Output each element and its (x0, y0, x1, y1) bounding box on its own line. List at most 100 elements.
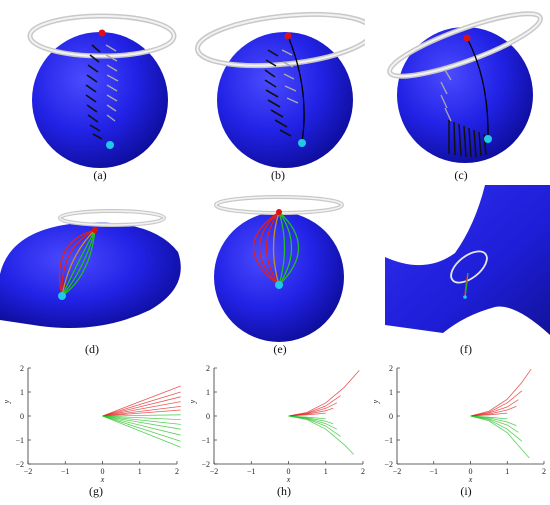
geodesic-path (287, 35, 305, 143)
series-line-green (102, 415, 181, 436)
series-line-green (470, 415, 523, 442)
y-tick-label: −1 (201, 436, 210, 445)
series-line-green (288, 415, 354, 455)
series-line-red (102, 385, 181, 417)
end-point (298, 139, 306, 147)
caption-f: (f) (460, 342, 472, 356)
y-tick-label: 2 (20, 364, 24, 373)
start-point (276, 209, 282, 215)
series-line-green (102, 415, 181, 448)
chart-h: −2 −1 0 1 2 2 1 0 −1 −2 x y (188, 364, 365, 484)
x-tick-label: 1 (505, 467, 509, 476)
series-line-red (102, 396, 181, 417)
x-tick-label: −2 (393, 467, 402, 476)
start-point (98, 29, 106, 37)
y-tick-label: 2 (389, 364, 393, 373)
series-line-red (470, 399, 519, 417)
x-tick-label: 1 (138, 467, 142, 476)
y-tick-label: −2 (15, 460, 24, 469)
sphere (214, 212, 344, 342)
panel-e-render (214, 195, 344, 342)
y-tick-label: −1 (15, 436, 24, 445)
panel-a-render (27, 13, 177, 168)
series-line-red (102, 406, 181, 417)
panel-d-render (0, 209, 181, 328)
x-tick-label: −1 (61, 467, 70, 476)
end-point (463, 295, 467, 299)
end-point (275, 281, 283, 289)
series-line-green (102, 415, 181, 420)
vector-field (85, 44, 103, 140)
x-tick-label: 2 (542, 467, 546, 476)
series-line-green (470, 415, 517, 426)
geodesic-path (466, 37, 489, 139)
x-tick-label: 0 (101, 467, 105, 476)
x-tick-label: 2 (175, 467, 179, 476)
geodesic-family (253, 211, 300, 286)
caption-e: (e) (273, 342, 287, 356)
series-line-red (470, 368, 532, 417)
sphere (397, 27, 533, 163)
end-point (58, 292, 66, 300)
caption-d: (d) (85, 342, 99, 356)
series-line-green (102, 415, 181, 425)
y-tick-label: 1 (206, 388, 210, 397)
x-tick-label: −1 (429, 467, 438, 476)
series-line-red (288, 370, 360, 417)
y-tick-label: 0 (206, 412, 210, 421)
series-line-red (288, 412, 326, 417)
y-tick-label: 1 (20, 388, 24, 397)
x-axis-label: x (286, 475, 291, 484)
y-tick-label: −1 (384, 436, 393, 445)
caption-c: (c) (454, 168, 468, 182)
sphere (32, 32, 168, 168)
y-tick-label: 1 (389, 388, 393, 397)
x-tick-label: −2 (24, 467, 33, 476)
end-point (106, 141, 114, 149)
start-point (92, 227, 98, 233)
ellipsoid (0, 222, 181, 328)
panel-b-render (194, 11, 365, 168)
y-axis-label: y (371, 399, 380, 404)
y-tick-label: 0 (389, 412, 393, 421)
series-line-green (102, 415, 181, 430)
series-line-red (102, 409, 181, 417)
start-point (284, 32, 292, 40)
y-axis-label: y (2, 399, 11, 404)
series-line-red (102, 391, 181, 417)
y-tick-label: −2 (201, 460, 210, 469)
x-tick-label: 0 (287, 467, 291, 476)
caption-b: (b) (271, 168, 285, 182)
series-line-red (470, 412, 508, 417)
vector-field (448, 120, 487, 158)
chart-g: −2 −1 0 1 2 2 1 0 −1 −2 x y (2, 364, 181, 484)
halo-ring (450, 250, 488, 284)
saddle-surface (385, 185, 550, 335)
x-tick-label: −2 (210, 467, 219, 476)
x-axis-label: x (468, 475, 473, 484)
y-tick-label: 2 (206, 364, 210, 373)
series-line-green (102, 415, 181, 442)
y-axis-label: y (188, 399, 197, 404)
caption-h: (h) (277, 484, 291, 498)
caption-a: (a) (93, 168, 107, 182)
series-line-red (102, 401, 181, 417)
panel-f-render (385, 185, 550, 335)
end-point (484, 135, 492, 143)
caption-g: (g) (89, 484, 103, 498)
panel-c-render (387, 11, 543, 163)
x-tick-label: −1 (247, 467, 256, 476)
x-tick-label: 2 (361, 467, 365, 476)
geodesic-family (58, 229, 96, 297)
x-tick-label: 1 (324, 467, 328, 476)
vector-field (264, 49, 292, 137)
y-tick-label: −2 (384, 460, 393, 469)
x-tick-label: 0 (469, 467, 473, 476)
sphere (217, 32, 353, 168)
chart-i: −2 −1 0 1 2 2 1 0 −1 −2 x y (371, 364, 546, 484)
caption-i: (i) (460, 484, 472, 498)
start-point (463, 34, 471, 42)
series-line-green (470, 415, 530, 459)
x-axis-label: x (100, 475, 105, 484)
geodesic-family (464, 272, 469, 298)
